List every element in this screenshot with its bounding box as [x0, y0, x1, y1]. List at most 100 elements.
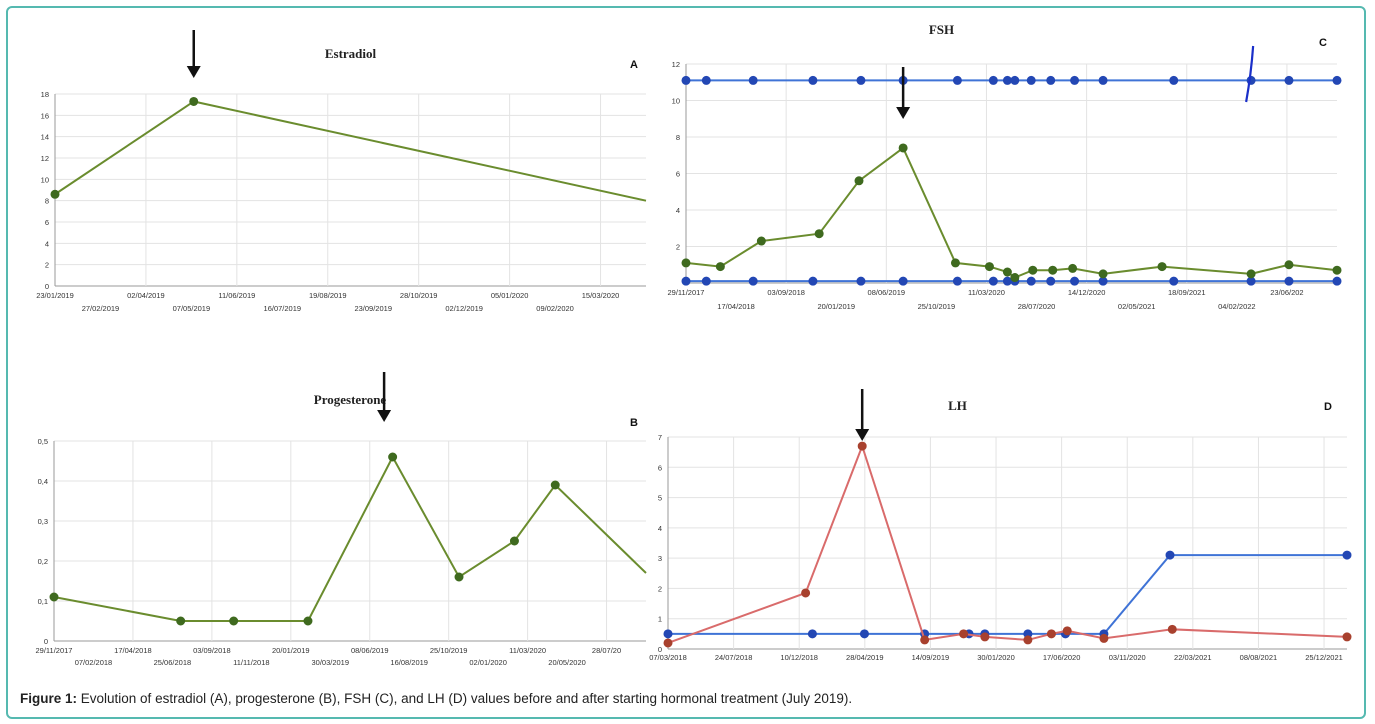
panel-label: C — [1319, 37, 1327, 49]
data-point — [807, 629, 817, 639]
data-point — [681, 276, 691, 286]
data-point — [856, 276, 866, 286]
data-point — [1342, 550, 1352, 560]
data-point — [1246, 269, 1256, 279]
y-tick-label: 7 — [658, 433, 662, 442]
y-tick-label: 2 — [45, 261, 49, 270]
data-point — [1002, 75, 1012, 85]
x-tick-label: 22/03/2021 — [1174, 653, 1212, 662]
data-point — [952, 75, 962, 85]
y-tick-label: 4 — [658, 524, 662, 533]
data-point — [1026, 276, 1036, 286]
x-tick-label: 15/03/2020 — [582, 291, 620, 300]
y-tick-label: 2 — [658, 584, 662, 593]
y-tick-label: 6 — [658, 463, 662, 472]
x-tick-label: 30/03/2019 — [311, 658, 349, 667]
y-tick-label: 0 — [45, 282, 49, 291]
data-point — [681, 75, 691, 85]
x-tick-label: 25/10/2019 — [918, 302, 956, 311]
x-tick-label: 11/03/2020 — [509, 646, 546, 655]
data-point — [988, 276, 998, 286]
x-tick-label: 24/07/2018 — [715, 653, 753, 662]
data-point — [1284, 260, 1294, 270]
y-tick-label: 8 — [676, 133, 680, 142]
data-point — [950, 258, 960, 268]
x-tick-label: 14/09/2019 — [912, 653, 950, 662]
chart-title: Progesterone — [314, 392, 387, 407]
y-tick-label: 0 — [658, 645, 662, 654]
data-point — [1002, 276, 1012, 286]
data-point — [920, 635, 930, 645]
x-tick-label: 11/11/2018 — [233, 658, 269, 667]
data-point — [980, 632, 990, 642]
data-point — [1165, 550, 1175, 560]
arrow-head — [896, 107, 911, 119]
y-tick-label: 8 — [45, 197, 49, 206]
x-tick-label: 25/12/2021 — [1305, 653, 1343, 662]
data-point — [984, 262, 994, 272]
y-tick-label: 0 — [44, 637, 48, 646]
data-point — [1098, 75, 1108, 85]
marker-line — [1245, 45, 1255, 103]
x-tick-label: 02/12/2019 — [445, 304, 483, 313]
data-point — [1068, 263, 1078, 273]
data-point — [1098, 269, 1108, 279]
data-point — [454, 572, 464, 582]
y-tick-label: 4 — [676, 206, 680, 215]
chart-a: 0 2 4 6 8 10 12 14 16 18 23/01/2019 02/04/2019 11/06… — [36, 30, 647, 313]
x-tick-label: 20/01/2019 — [272, 646, 310, 655]
y-tick-label: 0,3 — [38, 517, 48, 526]
data-point — [1002, 267, 1012, 277]
panel-label: A — [630, 59, 638, 71]
x-tick-label: 17/04/2018 — [114, 646, 152, 655]
data-point — [1023, 635, 1033, 645]
x-tick-label: 03/09/2018 — [767, 288, 805, 297]
data-point — [808, 276, 818, 286]
data-point — [898, 143, 908, 153]
data-point — [1070, 75, 1080, 85]
data-point — [1062, 626, 1072, 636]
y-tick-label: 2 — [676, 243, 680, 252]
x-tick-label: 29/11/2017 — [36, 646, 73, 655]
x-tick-label: 08/06/2019 — [868, 288, 906, 297]
data-point — [49, 592, 59, 602]
data-point — [1048, 265, 1058, 275]
caption-label: Figure 1: — [20, 691, 78, 706]
data-point — [801, 588, 811, 598]
data-point — [701, 276, 711, 286]
data-point — [509, 536, 519, 546]
x-tick-label: 02/05/2021 — [1118, 302, 1156, 311]
chart-title: LH — [948, 398, 967, 413]
data-point — [229, 616, 239, 626]
x-tick-label: 14/12/2020 — [1068, 288, 1106, 297]
series-line — [667, 443, 1348, 644]
data-point — [1169, 276, 1179, 286]
x-tick-label: 17/06/2020 — [1043, 653, 1081, 662]
x-tick-label: 25/06/2018 — [154, 658, 192, 667]
chart-b: 0 0,1 0,2 0,3 0,4 0,5 29/11/2017 17/04/2018 03/0… — [36, 372, 647, 667]
y-tick-label: 5 — [658, 494, 662, 503]
y-tick-label: 14 — [41, 133, 49, 142]
panel-label: B — [630, 417, 638, 429]
x-tick-label: 28/04/2019 — [846, 653, 884, 662]
data-point — [1046, 629, 1056, 639]
x-tick-label: 10/12/2018 — [780, 653, 818, 662]
x-tick-label: 04/02/2022 — [1218, 302, 1256, 311]
x-tick-label: 07/02/2018 — [75, 658, 113, 667]
data-point — [959, 629, 969, 639]
data-point — [388, 452, 398, 462]
data-point — [1028, 265, 1038, 275]
x-tick-label: 08/08/2021 — [1240, 653, 1278, 662]
data-point — [1167, 624, 1177, 634]
data-point — [1332, 265, 1342, 275]
x-tick-label: 29/11/2017 — [668, 288, 705, 297]
x-tick-label: 11/06/2019 — [218, 291, 255, 300]
data-point — [1342, 632, 1352, 642]
data-point — [857, 441, 867, 451]
data-point — [1332, 276, 1342, 286]
data-point — [1046, 276, 1056, 286]
y-tick-label: 3 — [658, 554, 662, 563]
chart-d: 0 1 2 3 4 5 6 7 07/03/2018 24/07/2018 10/12/2018 28… — [649, 389, 1352, 662]
x-tick-label: 23/01/2019 — [36, 291, 74, 300]
